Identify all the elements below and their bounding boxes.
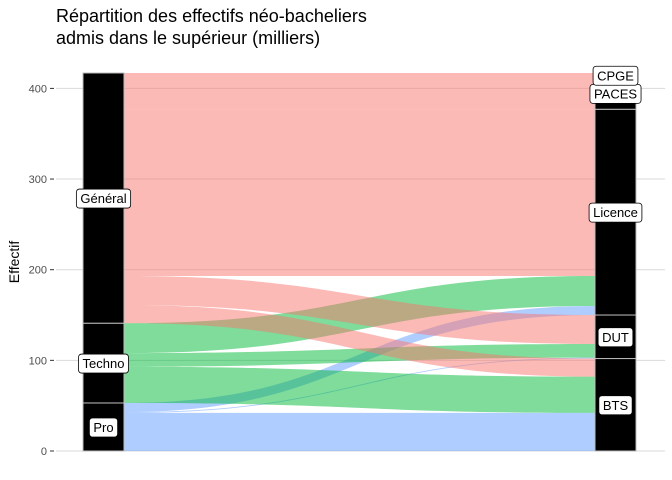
stratum-label-techno: Techno xyxy=(78,353,129,374)
flow-pro-bts xyxy=(124,412,595,451)
stratum-label-text: CPGE xyxy=(597,68,634,83)
y-tick-label: 200 xyxy=(29,265,47,277)
stratum-label-box xyxy=(592,65,639,86)
stratum-label-text: PACES xyxy=(594,86,637,101)
y-axis-title: Effectif xyxy=(6,241,22,284)
stratum-labels: Pro Techno Général BTS DUT Licence PACES CPGE xyxy=(75,65,643,438)
y-tick-label: 400 xyxy=(29,83,47,95)
chart-title-line-2: admis dans le supérieur (milliers) xyxy=(56,28,320,48)
stratum-label-text: BTS xyxy=(603,398,629,413)
y-tick-label: 100 xyxy=(29,355,47,367)
y-axis: 0 100 200 300 400 xyxy=(29,83,54,458)
flow-gnral-dut xyxy=(124,276,595,345)
stratum-label-text: Licence xyxy=(593,205,638,220)
y-tick-label: 0 xyxy=(41,446,47,458)
stratum-label-box xyxy=(588,202,643,223)
chart-title-line-1: Répartition des effectifs néo-bacheliers xyxy=(56,6,367,26)
stratum-label-text: Pro xyxy=(93,420,113,435)
flow-techno-bts xyxy=(124,366,595,413)
stratum-label-box xyxy=(597,327,634,348)
stratum-label-cpge: CPGE xyxy=(592,65,639,86)
stratum-label-text: DUT xyxy=(602,330,629,345)
stratum-label-text: Général xyxy=(80,191,126,206)
stratum-label-pro: Pro xyxy=(88,417,119,438)
flow-gnral-cpge xyxy=(124,72,595,78)
flow-gnral-paces xyxy=(124,77,595,110)
stratum-label-box xyxy=(75,188,132,209)
stratum-label-box xyxy=(598,395,633,416)
stratum-label-text: Techno xyxy=(83,356,125,371)
stratum-label-bts: BTS xyxy=(598,395,633,416)
flows xyxy=(124,72,595,451)
stratum-label-dut: DUT xyxy=(597,327,634,348)
stratum-label-box xyxy=(88,417,119,438)
flow-techno-dut xyxy=(124,344,595,367)
stratum-label-box xyxy=(78,353,129,374)
stratum-label-paces: PACES xyxy=(589,83,642,104)
flow-gnral-bts xyxy=(124,305,595,377)
y-tick-label: 300 xyxy=(29,174,47,186)
flow-gnral-licence xyxy=(124,109,595,277)
stratum-label-gnral: Général xyxy=(75,188,132,209)
stratum-label-licence: Licence xyxy=(588,202,643,223)
